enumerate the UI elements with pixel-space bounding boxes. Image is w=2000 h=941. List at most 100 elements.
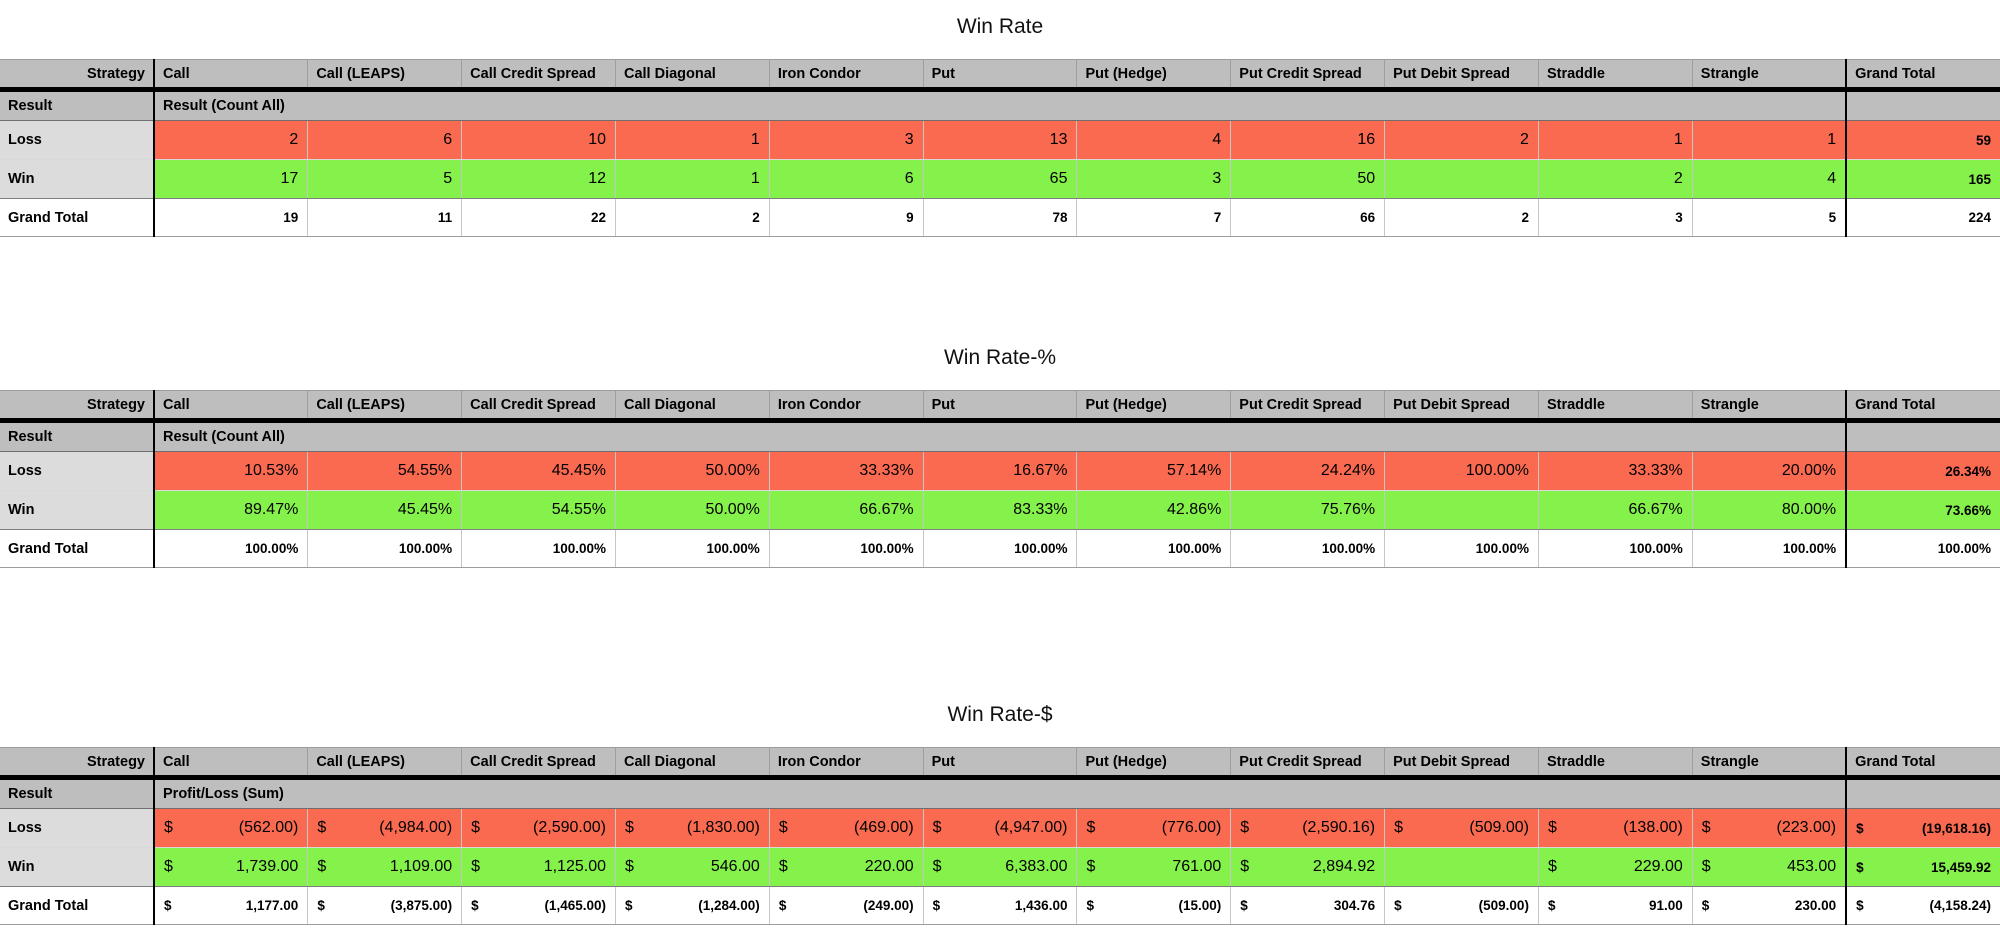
cell-value[interactable]: 100.00%	[1538, 529, 1693, 568]
cell-value[interactable]: 6	[307, 120, 463, 160]
row-label[interactable]: Grand Total	[0, 886, 155, 925]
column-header[interactable]: Put (Hedge)	[1076, 390, 1232, 423]
cell-value[interactable]: 5	[307, 159, 463, 199]
cell[interactable]: $ (249.00)	[769, 886, 924, 925]
column-header[interactable]: Put Credit Spread	[1230, 390, 1386, 423]
cell-value[interactable]: 6	[769, 159, 924, 199]
column-header[interactable]: Put (Hedge)	[1076, 747, 1232, 780]
cell-value[interactable]: 17	[154, 159, 309, 199]
grand-total-cell[interactable]: 100.00%	[1845, 529, 2000, 568]
cell-value[interactable]: 4	[1076, 120, 1232, 160]
column-header[interactable]: Call Diagonal	[615, 59, 770, 92]
row-label[interactable]: Win	[0, 159, 155, 199]
cell[interactable]: $ (776.00)	[1076, 808, 1232, 848]
column-header[interactable]: Call	[154, 747, 309, 780]
cell-value[interactable]: 89.47%	[154, 490, 309, 530]
cell-value[interactable]: 100.00%	[307, 529, 463, 568]
cell[interactable]: $1,436.00	[923, 886, 1078, 925]
cell-value[interactable]: 2	[1384, 120, 1539, 160]
cell-value[interactable]: 100.00%	[1692, 529, 1847, 568]
corner-header-strategy[interactable]: Strategy	[0, 59, 155, 92]
measure-grand-total-spacer[interactable]	[1845, 420, 2000, 452]
cell[interactable]: $230.00	[1692, 886, 1847, 925]
column-header[interactable]: Strangle	[1692, 59, 1847, 92]
measure-grand-total-spacer[interactable]	[1845, 777, 2000, 809]
cell-value[interactable]: 100.00%	[615, 529, 770, 568]
column-header[interactable]: Put Credit Spread	[1230, 747, 1386, 780]
cell[interactable]: $ (2,590.00)	[461, 808, 616, 848]
measure-label-cell[interactable]: Profit/Loss (Sum)	[154, 777, 1847, 809]
cell-value[interactable]: 3	[1076, 159, 1232, 199]
cell-value[interactable]: 11	[307, 198, 463, 237]
cell-value[interactable]: 100.00%	[154, 529, 309, 568]
cell[interactable]	[1384, 490, 1539, 530]
cell-value[interactable]: 33.33%	[769, 451, 924, 491]
cell-value[interactable]: 3	[769, 120, 924, 160]
grand-total-cell[interactable]: $15,459.92	[1845, 847, 2000, 887]
cell-value[interactable]: 66	[1230, 198, 1386, 237]
cell[interactable]: $ (4,984.00)	[307, 808, 463, 848]
cell-value[interactable]: 1	[1538, 120, 1693, 160]
grand-total-cell[interactable]: $ (4,158.24)	[1845, 886, 2000, 925]
grand-total-cell[interactable]: 59	[1845, 120, 2000, 160]
cell[interactable]	[1384, 159, 1539, 199]
cell-value[interactable]: 50	[1230, 159, 1386, 199]
cell-value[interactable]: 54.55%	[461, 490, 616, 530]
column-header[interactable]: Call Credit Spread	[461, 390, 616, 423]
cell-value[interactable]: 100.00%	[1076, 529, 1232, 568]
cell-value[interactable]: 100.00%	[1384, 529, 1539, 568]
cell-value[interactable]: 1	[1692, 120, 1847, 160]
corner-header-strategy[interactable]: Strategy	[0, 747, 155, 780]
cell[interactable]: $ (1,465.00)	[461, 886, 616, 925]
grand-total-cell[interactable]: 224	[1845, 198, 2000, 237]
cell[interactable]: $546.00	[615, 847, 770, 887]
row-label[interactable]: Grand Total	[0, 198, 155, 237]
cell[interactable]: $ (4,947.00)	[923, 808, 1078, 848]
cell-value[interactable]: 4	[1692, 159, 1847, 199]
cell-value[interactable]: 78	[923, 198, 1078, 237]
cell-value[interactable]: 33.33%	[1538, 451, 1693, 491]
cell[interactable]: $1,109.00	[307, 847, 463, 887]
cell-value[interactable]: 66.67%	[769, 490, 924, 530]
cell-value[interactable]: 1	[615, 120, 770, 160]
cell[interactable]: $2,894.92	[1230, 847, 1386, 887]
row-header-result[interactable]: Result	[0, 777, 155, 809]
cell[interactable]: $ (138.00)	[1538, 808, 1693, 848]
column-header[interactable]: Call Diagonal	[615, 747, 770, 780]
column-header[interactable]: Call	[154, 390, 309, 423]
cell-value[interactable]: 54.55%	[307, 451, 463, 491]
row-label[interactable]: Win	[0, 847, 155, 887]
cell[interactable]: $1,739.00	[154, 847, 309, 887]
grand-total-cell[interactable]: 26.34%	[1845, 451, 2000, 491]
cell[interactable]: $ (223.00)	[1692, 808, 1847, 848]
cell-value[interactable]: 2	[154, 120, 309, 160]
column-header[interactable]: Call (LEAPS)	[307, 747, 463, 780]
cell[interactable]: $229.00	[1538, 847, 1693, 887]
column-header[interactable]: Put Debit Spread	[1384, 747, 1539, 780]
cell[interactable]: $220.00	[769, 847, 924, 887]
cell-value[interactable]: 2	[615, 198, 770, 237]
column-header[interactable]: Put Debit Spread	[1384, 390, 1539, 423]
cell[interactable]: $1,177.00	[154, 886, 309, 925]
cell[interactable]: $ (509.00)	[1384, 886, 1539, 925]
column-header[interactable]: Put (Hedge)	[1076, 59, 1232, 92]
column-header[interactable]: Put	[923, 390, 1078, 423]
measure-grand-total-spacer[interactable]	[1845, 89, 2000, 121]
row-label[interactable]: Loss	[0, 451, 155, 491]
cell-value[interactable]: 100.00%	[1384, 451, 1539, 491]
cell-value[interactable]: 42.86%	[1076, 490, 1232, 530]
column-header-grand-total[interactable]: Grand Total	[1845, 747, 2000, 780]
column-header[interactable]: Straddle	[1538, 59, 1693, 92]
cell-value[interactable]: 100.00%	[769, 529, 924, 568]
column-header[interactable]: Iron Condor	[769, 59, 924, 92]
cell-value[interactable]: 3	[1538, 198, 1693, 237]
cell[interactable]: $91.00	[1538, 886, 1693, 925]
column-header[interactable]: Call Diagonal	[615, 390, 770, 423]
cell[interactable]	[1384, 847, 1539, 887]
cell[interactable]: $ (562.00)	[154, 808, 309, 848]
cell-value[interactable]: 2	[1538, 159, 1693, 199]
column-header[interactable]: Call	[154, 59, 309, 92]
grand-total-cell[interactable]: 165	[1845, 159, 2000, 199]
cell[interactable]: $ (1,284.00)	[615, 886, 770, 925]
cell-value[interactable]: 22	[461, 198, 616, 237]
